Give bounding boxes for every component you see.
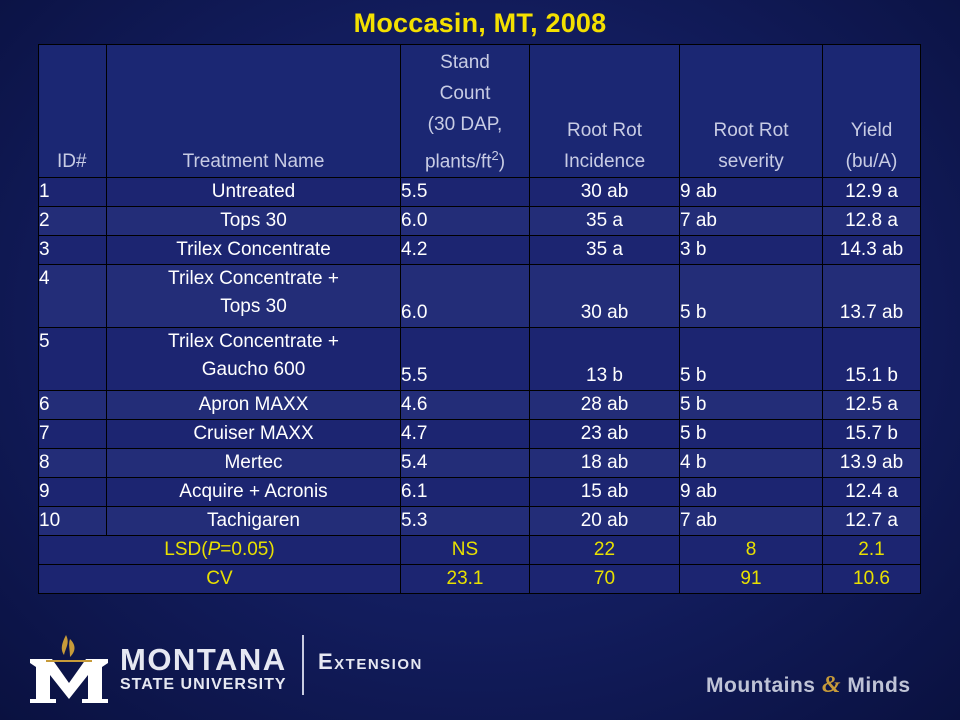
table-row: 6 Apron MAXX 4.6 28 ab 5 b 12.5 a xyxy=(38,390,921,420)
brand-extension: Extension xyxy=(318,649,423,674)
lsd-row: LSD(P=0.05) NS 22 8 2.1 xyxy=(38,535,921,565)
table-row: 8 Mertec 5.4 18 ab 4 b 13.9 ab xyxy=(38,448,921,478)
table-row: 3 Trilex Concentrate 4.2 35 a 3 b 14.3 a… xyxy=(38,235,921,265)
header-id: ID# xyxy=(38,44,107,178)
lsd-label: LSD(P=0.05) xyxy=(38,535,401,565)
header-yield: Yield (bu/A) xyxy=(822,44,921,178)
table-row: 7 Cruiser MAXX 4.7 23 ab 5 b 15.7 b xyxy=(38,419,921,449)
table-row: 5 Trilex Concentrate + Gaucho 600 5.5 13… xyxy=(38,327,921,391)
header-stand-count: Stand Count (30 DAP, plants/ft2) xyxy=(400,44,530,178)
footer: MONTANA STATE UNIVERSITY Extension Mount… xyxy=(0,625,960,720)
header-root-rot-severity: Root Rot severity xyxy=(679,44,823,178)
header-root-rot-incidence: Root Rot Incidence xyxy=(529,44,680,178)
table-row: 9 Acquire + Acronis 6.1 15 ab 9 ab 12.4 … xyxy=(38,477,921,507)
cv-row: CV 23.1 70 91 10.6 xyxy=(38,564,921,594)
brand-montana: MONTANA xyxy=(120,642,287,677)
msu-logo-icon xyxy=(30,635,108,703)
cv-label: CV xyxy=(38,564,401,594)
table-header: ID# Treatment Name Stand Count (30 DAP, … xyxy=(38,44,921,178)
table-row: 4 Trilex Concentrate + Tops 30 6.0 30 ab… xyxy=(38,264,921,328)
brand-state-university: STATE UNIVERSITY xyxy=(120,676,287,693)
tagline: Mountains & Minds xyxy=(706,672,911,698)
table-row: 10 Tachigaren 5.3 20 ab 7 ab 12.7 a xyxy=(38,506,921,536)
header-treatment-name: Treatment Name xyxy=(106,44,401,178)
logo-divider xyxy=(302,635,304,695)
results-table: ID# Treatment Name Stand Count (30 DAP, … xyxy=(38,44,921,594)
slide-title: Moccasin, MT, 2008 xyxy=(353,8,607,38)
table-row: 1 Untreated 5.5 30 ab 9 ab 12.9 a xyxy=(38,177,921,207)
table-row: 2 Tops 30 6.0 35 a 7 ab 12.8 a xyxy=(38,206,921,236)
